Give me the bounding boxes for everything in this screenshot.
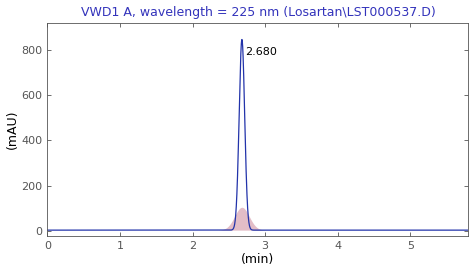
Y-axis label: (mAU): (mAU) [6, 109, 18, 149]
Title: VWD1 A, wavelength = 225 nm (Losartan\LST000537.D): VWD1 A, wavelength = 225 nm (Losartan\LS… [81, 5, 435, 18]
Text: 2.680: 2.680 [245, 47, 277, 57]
X-axis label: (min): (min) [241, 254, 274, 267]
